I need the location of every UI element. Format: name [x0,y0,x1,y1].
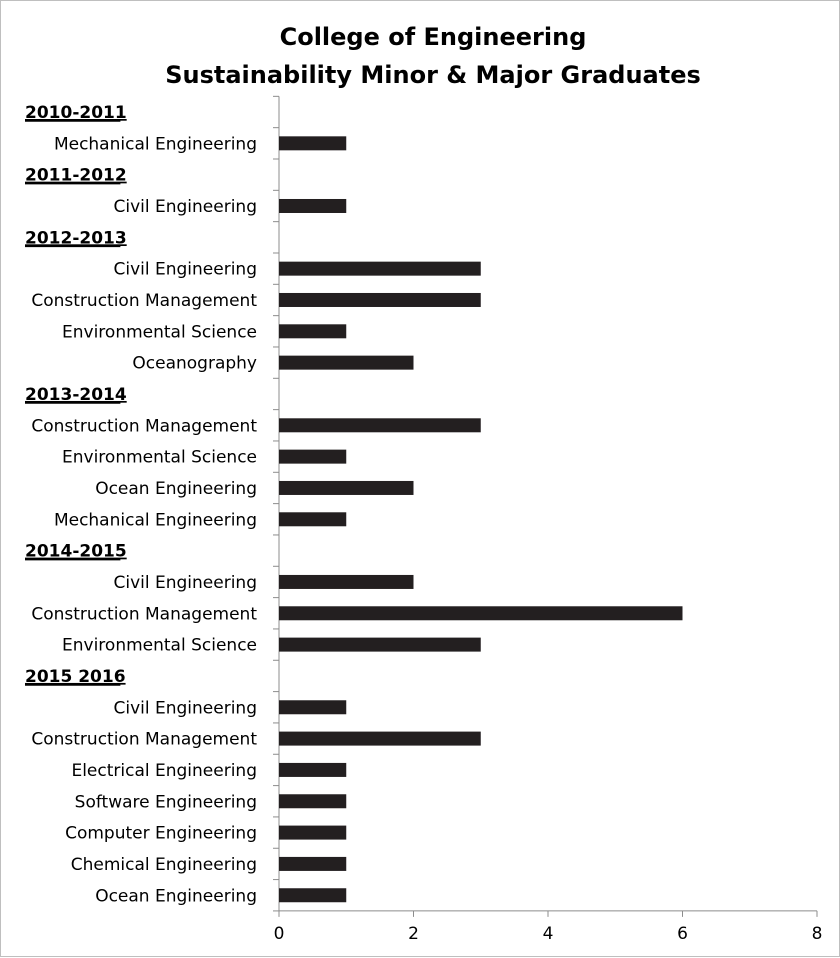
bar [279,700,347,715]
group-label: 2011-2012 [25,166,127,186]
category-label: Civil Engineering [113,698,257,718]
group-label: 2014-2015 [25,542,127,562]
category-label: Civil Engineering [113,573,257,593]
category-label: Ocean Engineering [95,886,257,906]
bar [279,418,481,433]
x-tick-label: 6 [677,924,688,944]
category-label: Chemical Engineering [71,855,257,875]
bar [279,637,481,652]
bar [279,574,414,589]
bar [279,512,347,527]
bar [279,762,347,777]
category-label: Construction Management [31,730,257,750]
category-label: Civil Engineering [113,197,257,217]
category-label: Environmental Science [62,322,257,342]
x-tick-label: 8 [812,924,823,944]
category-label: Software Engineering [75,792,257,812]
category-label: Mechanical Engineering [54,510,257,530]
category-label: Environmental Science [62,636,257,656]
x-tick-label: 0 [274,924,285,944]
group-label: 2015 2016 [25,667,126,687]
bar [279,480,414,495]
category-label: Construction Management [31,416,257,436]
category-label: Electrical Engineering [71,761,257,781]
group-label: 2010-2011 [25,103,127,123]
category-label: Environmental Science [62,448,257,468]
bar [279,136,347,151]
category-label: Oceanography [132,354,257,374]
bar [279,355,414,370]
bar [279,794,347,809]
bar [279,888,347,903]
category-label: Construction Management [31,291,257,311]
x-tick-label: 2 [408,924,419,944]
bar [279,324,347,339]
bar [279,198,347,213]
plot-area: 2010-2011 Mechanical Engineering 2011-2012… [25,95,823,944]
bar [279,292,481,307]
chart-title-line-2: Sustainability Minor & Major Graduates [165,61,701,89]
chart-title-line-1: College of Engineering [280,23,587,51]
bar [279,606,683,621]
category-label: Construction Management [31,604,257,624]
category-label: Ocean Engineering [95,479,257,499]
category-label: Civil Engineering [113,260,257,280]
bar [279,731,481,746]
group-label: 2013-2014 [25,385,127,405]
bar [279,825,347,840]
x-tick-label: 4 [543,924,554,944]
bar [279,856,347,871]
category-label: Computer Engineering [65,824,257,844]
group-label: 2012-2013 [25,228,127,248]
bar [279,449,347,464]
category-label: Mechanical Engineering [54,134,257,154]
bar [279,261,481,276]
